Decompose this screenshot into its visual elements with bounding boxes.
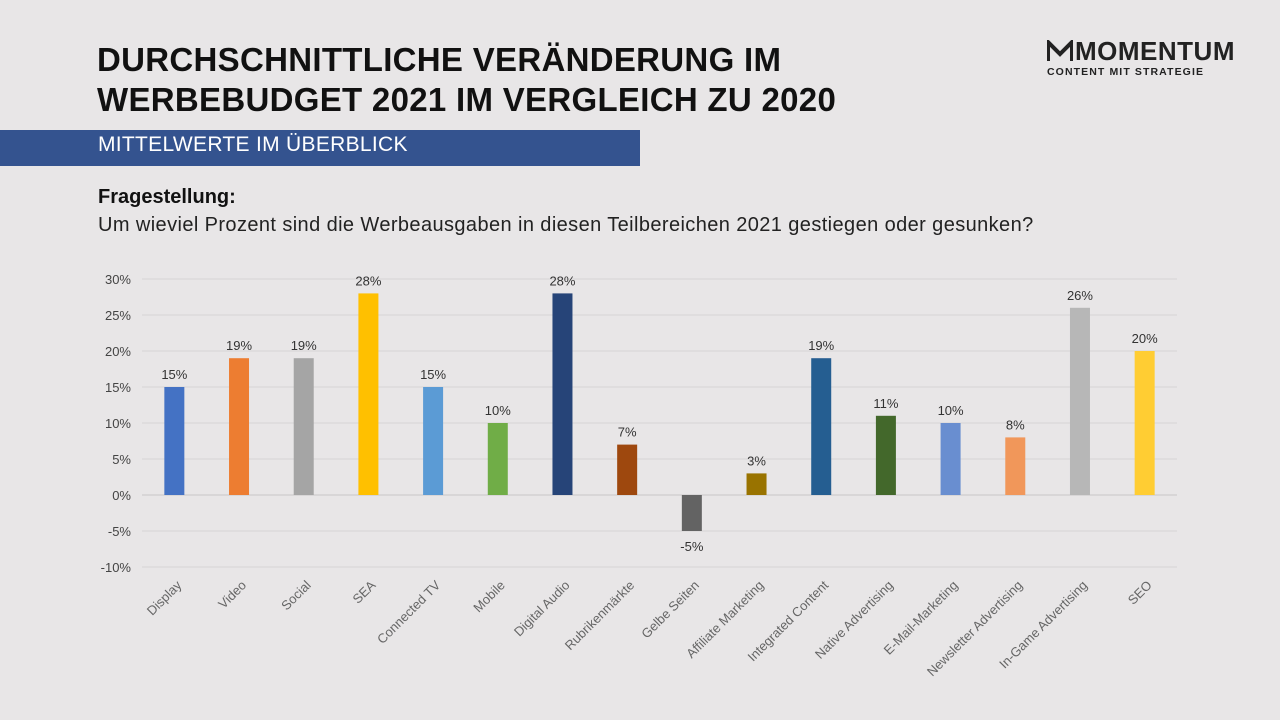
y-tick-label: 15%	[105, 380, 131, 395]
bar	[1069, 307, 1090, 495]
data-label: 20%	[1132, 331, 1158, 346]
question-text: Um wieviel Prozent sind die Werbeausgabe…	[98, 214, 1034, 236]
data-label: 26%	[1067, 288, 1093, 303]
y-tick-label: -5%	[108, 524, 132, 539]
data-label: 19%	[291, 338, 317, 353]
data-label: 11%	[873, 396, 898, 411]
data-label: 15%	[161, 367, 187, 382]
x-tick-label: Digital Audio	[511, 578, 573, 640]
data-label: 19%	[808, 338, 834, 353]
bar	[423, 387, 444, 495]
bar	[681, 495, 702, 531]
logo-m-icon	[1047, 40, 1073, 61]
x-tick-label: Display	[144, 577, 185, 618]
data-label: 10%	[938, 403, 964, 418]
bar	[229, 358, 250, 495]
bar	[1005, 437, 1026, 495]
momentum-logo: MOMENTUM CONTENT MIT STRATEGIE	[1047, 38, 1247, 78]
x-tick-label: Video	[215, 578, 249, 612]
data-label: 7%	[618, 425, 637, 440]
title-line-2: WERBEBUDGET 2021 IM VERGLEICH ZU 2020	[97, 81, 837, 118]
x-tick-label: Rubrikenmärkte	[562, 578, 637, 653]
y-tick-label: 10%	[105, 416, 131, 431]
bar	[746, 473, 767, 495]
subtitle: MITTELWERTE IM ÜBERBLICK	[98, 133, 408, 156]
bar	[940, 423, 961, 495]
bar	[487, 423, 508, 495]
bar	[875, 415, 896, 495]
x-tick-label: Mobile	[470, 578, 508, 616]
logo-name-text: MOMENTUM	[1075, 36, 1235, 66]
bar	[811, 358, 832, 495]
data-label: 19%	[226, 338, 252, 353]
bar	[358, 293, 379, 495]
data-label: -5%	[680, 539, 704, 554]
y-tick-label: 25%	[105, 308, 131, 323]
y-tick-label: -10%	[101, 560, 132, 575]
bar	[617, 444, 638, 495]
data-label: 15%	[420, 367, 446, 382]
y-tick-label: 0%	[112, 488, 131, 503]
logo-tagline: CONTENT MIT STRATEGIE	[1047, 66, 1205, 78]
title-line-1: DURCHSCHNITTLICHE VERÄNDERUNG IM	[97, 41, 782, 78]
data-label: 8%	[1006, 417, 1025, 432]
x-tick-label: SEA	[350, 577, 379, 606]
bar	[552, 293, 573, 495]
data-label: 28%	[549, 273, 575, 288]
x-tick-label: Gelbe Seiten	[638, 578, 702, 642]
bar	[293, 358, 314, 495]
data-label: 28%	[355, 273, 381, 288]
bar	[1134, 351, 1155, 495]
x-tick-label: Social	[278, 577, 314, 613]
x-tick-label: Connected TV	[374, 577, 443, 646]
data-label: 10%	[485, 403, 511, 418]
question-label: Fragestellung:	[98, 186, 236, 208]
subtitle-band: MITTELWERTE IM ÜBERBLICK	[0, 130, 640, 166]
y-tick-label: 20%	[105, 344, 131, 359]
logo-wordmark: MOMENTUM	[1047, 38, 1247, 64]
x-tick-label: SEO	[1125, 578, 1155, 608]
y-tick-label: 5%	[112, 452, 131, 467]
bar	[164, 387, 185, 495]
data-label: 3%	[747, 453, 766, 468]
y-tick-label: 30%	[105, 272, 131, 287]
page-title: DURCHSCHNITTLICHE VERÄNDERUNG IM WERBEBU…	[97, 40, 836, 120]
